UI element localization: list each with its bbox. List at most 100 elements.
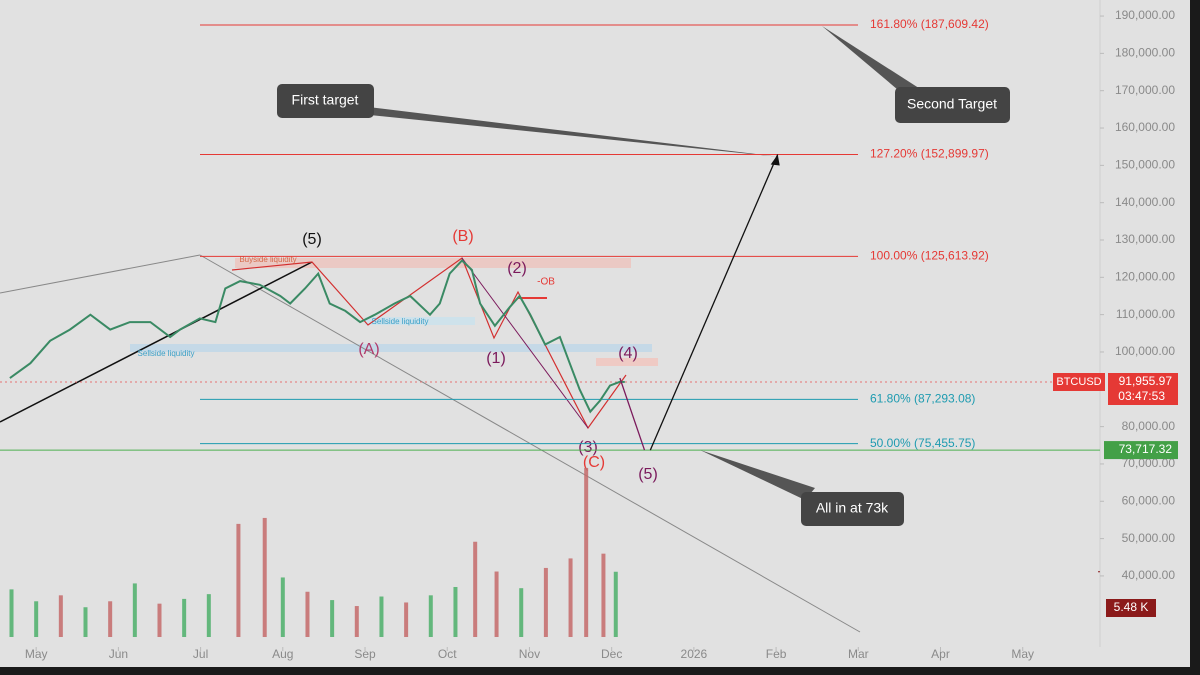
wave-label: (1) [486,350,506,367]
volume-bar [236,523,241,637]
volume-bar [132,583,137,637]
x-tick-label: Apr [931,647,950,661]
symbol-tag [1053,373,1105,392]
zone [596,358,658,366]
countdown-text: 03:47:53 [1118,389,1165,403]
x-tick-label: Jun [109,647,128,661]
target-tag [1104,441,1178,460]
arrow-head [770,154,780,166]
volume-bar [494,571,499,637]
zone [130,344,652,352]
wave-label: (C) [583,454,605,471]
fib-label: 100.00% (125,613.92) [870,249,989,263]
wave-label: (5) [638,466,658,483]
trend-line [0,261,313,423]
y-tick-label: 70,000.00 [1122,456,1176,470]
callout-box [277,84,374,118]
y-tick-label: 50,000.00 [1122,531,1176,545]
volume-bar [9,589,14,637]
price-line [9,259,625,414]
x-tick-label: Nov [519,647,540,661]
volume-bar [428,595,433,637]
volume-bar [453,586,458,637]
wave-label: (B) [452,228,473,245]
volume-bar [34,601,39,637]
target-tag-text: 73,717.32 [1119,442,1173,456]
volume-bar [108,601,113,637]
volume-bar [354,606,359,637]
symbol-tag-text: BTCUSD [1056,376,1101,388]
zone-label: Sellside liquidity [372,317,429,326]
callout-box [895,87,1010,123]
volume-bar [58,595,63,637]
y-tick-label: 60,000.00 [1122,493,1176,507]
wave-label: (5) [302,231,322,248]
y-tick-label: 120,000.00 [1115,269,1175,283]
x-tick-label: Oct [438,647,457,661]
fib-label: 61.80% (87,293.08) [870,392,975,406]
volume-bar [206,594,211,637]
volume-bar [157,603,162,637]
wave-label: (2) [507,260,527,277]
callout-text: All in at 73k [816,500,889,516]
y-tick-label: 40,000.00 [1122,568,1176,582]
callout-pointer [360,106,780,157]
x-axis-band [0,647,1190,667]
y-tick-label: 170,000.00 [1115,83,1175,97]
volume-bar [83,607,88,637]
y-tick-label: 140,000.00 [1115,195,1175,209]
volume-bar [568,558,573,637]
volume-bar [584,467,589,637]
price-tag-text: 91,955.97 [1119,374,1173,388]
x-tick-label: Sep [354,647,376,661]
volume-bar [404,602,409,637]
y-tick-label: 180,000.00 [1115,46,1175,60]
callout-pointer [700,450,815,500]
callout-text: First target [292,92,359,108]
volume-bar [182,598,187,637]
x-tick-label: Dec [601,647,622,661]
zone [365,317,475,325]
volume-bar [262,517,267,637]
volume-bar [280,577,285,637]
callout-box [801,492,904,526]
callout-pointer [822,26,925,100]
volume-bar [379,596,384,637]
fib-label: 161.80% (187,609.42) [870,17,989,31]
fib-label: 50.00% (75,455.75) [870,436,975,450]
fib-label: 127.20% (152,899.97) [870,147,989,161]
y-tick-label: 100,000.00 [1115,344,1175,358]
wave-label: (A) [358,341,379,358]
zone-label: Buyside liquidity [239,255,296,264]
price-line [649,154,779,451]
volume-bar [473,541,478,637]
price-line [619,377,646,451]
y-tick-label: 150,000.00 [1115,158,1175,172]
volume-bar [305,591,310,637]
volume-bar [543,567,548,637]
channel-line [0,254,201,294]
plot-background [0,0,1190,667]
ob-label: -OB [537,277,555,288]
zone-label: Sellside liquidity [138,349,195,358]
x-tick-label: 2026 [681,647,708,661]
x-tick-label: Jul [193,647,208,661]
y-tick-label: 160,000.00 [1115,120,1175,134]
x-tick-label: May [1011,647,1034,661]
zone [235,258,631,268]
volume-tag-text: 5.48 K [1114,600,1149,614]
y-tick-label: 130,000.00 [1115,232,1175,246]
volume-tag [1106,599,1156,617]
x-tick-label: Mar [848,647,869,661]
y-tick-label: 110,000.00 [1116,307,1175,321]
volume-bar [613,571,618,637]
x-tick-label: May [25,647,48,661]
x-tick-label: Aug [272,647,293,661]
y-tick-label: 190,000.00 [1115,8,1175,22]
volume-bar [519,588,524,637]
price-tag [1108,373,1178,406]
y-tick-label: 80,000.00 [1122,419,1176,433]
volume-bar [330,600,335,637]
callout-text: Second Target [907,96,997,112]
